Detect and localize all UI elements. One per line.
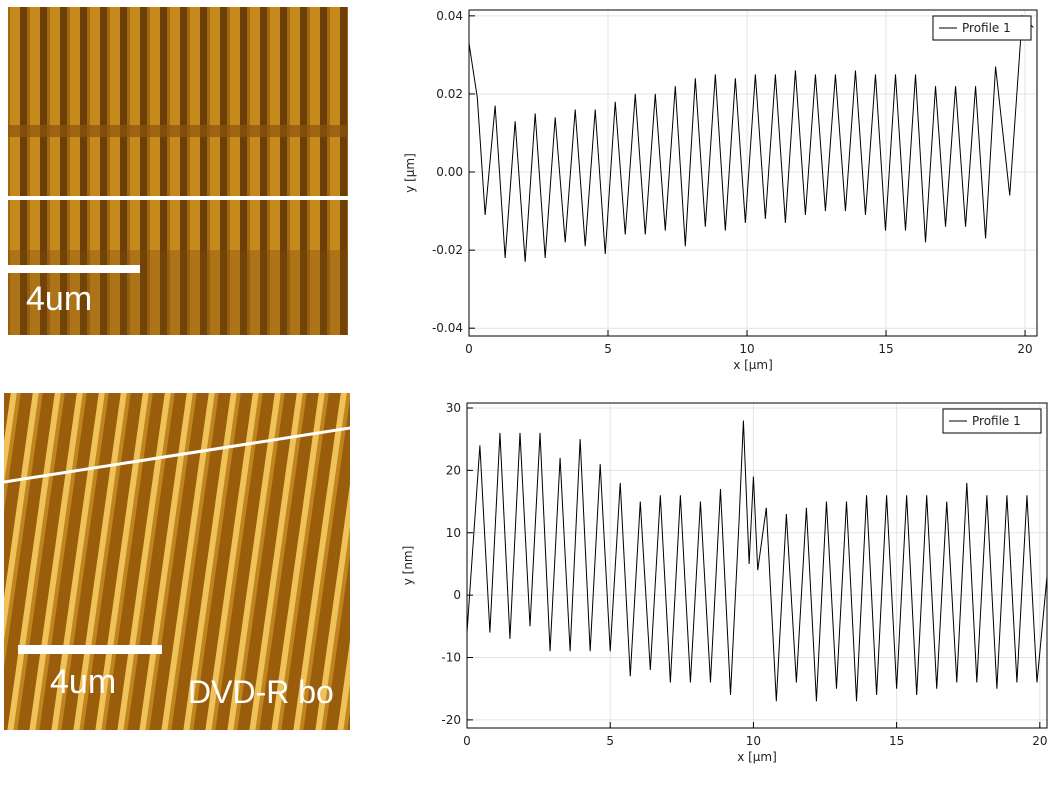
x-tick-label: 10 xyxy=(739,342,754,356)
afm-image-bottom: 4um DVD-R bo xyxy=(4,393,350,730)
y-tick-label: 0.02 xyxy=(436,87,463,101)
plot-frame xyxy=(466,402,1048,729)
x-tick-label: 20 xyxy=(1032,734,1047,748)
plot-frame xyxy=(468,9,1038,337)
x-tick-label: 0 xyxy=(465,342,473,356)
x-tick-label: 5 xyxy=(604,342,612,356)
y-axis-label: y [µm] xyxy=(403,153,417,193)
y-tick-label: -20 xyxy=(441,713,461,727)
scale-label: 4um xyxy=(50,663,116,701)
scale-label: 4um xyxy=(26,280,92,318)
legend-label: Profile 1 xyxy=(962,21,1011,35)
y-tick-label: 30 xyxy=(446,401,461,415)
profile-line xyxy=(466,420,1048,702)
y-tick-label: -10 xyxy=(441,651,461,665)
x-tick-label: 20 xyxy=(1017,342,1032,356)
x-tick-label: 15 xyxy=(889,734,904,748)
y-tick-label: 20 xyxy=(446,463,461,477)
y-tick-label: -0.04 xyxy=(432,321,463,335)
legend-label: Profile 1 xyxy=(972,414,1021,428)
x-tick-label: 0 xyxy=(463,734,471,748)
x-axis-label: x [µm] xyxy=(737,750,777,764)
y-tick-label: -0.02 xyxy=(432,243,463,257)
legend-box xyxy=(942,408,1042,434)
y-axis-label: y [nm] xyxy=(401,546,415,586)
y-tick-label: 0.00 xyxy=(436,165,463,179)
x-tick-label: 15 xyxy=(878,342,893,356)
afm-image-top: 4um xyxy=(8,7,348,335)
y-tick-label: 10 xyxy=(446,526,461,540)
x-tick-label: 10 xyxy=(746,734,761,748)
x-tick-label: 5 xyxy=(606,734,614,748)
y-tick-label: 0 xyxy=(453,588,461,602)
profile-line xyxy=(468,14,1034,262)
x-axis-label: x [µm] xyxy=(733,358,773,372)
y-tick-label: 0.04 xyxy=(436,9,463,23)
image-caption: DVD-R bo xyxy=(188,674,334,710)
